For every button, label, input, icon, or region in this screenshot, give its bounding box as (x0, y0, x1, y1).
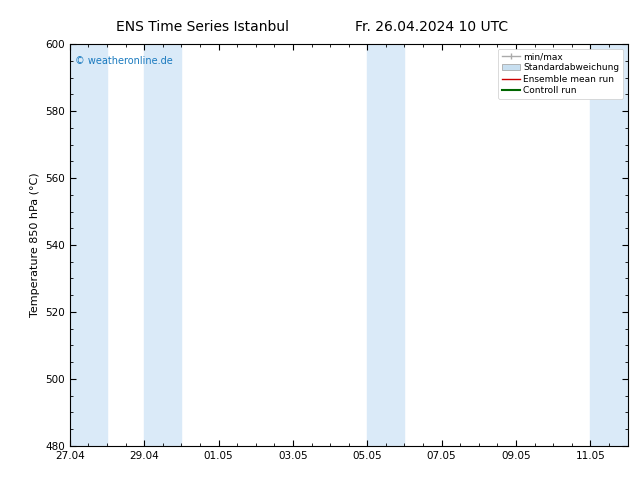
Bar (144, 44, 181, 446)
Text: Fr. 26.04.2024 10 UTC: Fr. 26.04.2024 10 UTC (354, 20, 508, 34)
Text: ENS Time Series Istanbul: ENS Time Series Istanbul (117, 20, 289, 34)
Text: © weatheronline.de: © weatheronline.de (75, 56, 173, 66)
Y-axis label: Temperature 850 hPa (°C): Temperature 850 hPa (°C) (30, 172, 39, 318)
Legend: min/max, Standardabweichung, Ensemble mean run, Controll run: min/max, Standardabweichung, Ensemble me… (498, 49, 623, 98)
Bar (70, 44, 107, 446)
Bar (367, 44, 404, 446)
Bar (590, 44, 628, 446)
